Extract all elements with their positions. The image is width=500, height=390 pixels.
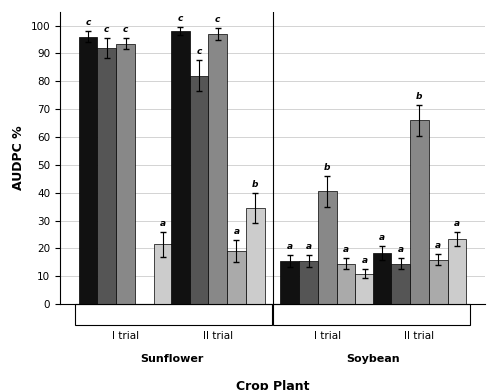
Bar xyxy=(392,264,410,304)
Text: b: b xyxy=(416,92,422,101)
Bar xyxy=(318,191,336,304)
Text: Crop Plant: Crop Plant xyxy=(236,380,309,390)
Bar xyxy=(171,31,190,304)
Bar xyxy=(246,208,264,304)
Bar xyxy=(429,260,448,304)
Bar xyxy=(299,261,318,304)
Text: a: a xyxy=(398,245,404,254)
Text: I trial: I trial xyxy=(314,331,341,340)
Text: I trial: I trial xyxy=(112,331,139,340)
Bar xyxy=(190,76,208,304)
Bar xyxy=(75,304,272,324)
Bar xyxy=(208,34,227,304)
Text: a: a xyxy=(234,227,239,236)
Bar xyxy=(98,48,116,304)
Bar xyxy=(410,121,429,304)
Bar xyxy=(227,251,246,304)
Text: a: a xyxy=(454,218,460,228)
Text: a: a xyxy=(435,241,441,250)
Bar xyxy=(272,304,470,324)
Text: b: b xyxy=(324,163,330,172)
Text: a: a xyxy=(306,242,312,251)
Bar xyxy=(116,44,135,304)
Bar xyxy=(154,244,172,304)
Text: a: a xyxy=(362,256,368,265)
Text: c: c xyxy=(104,25,110,34)
Bar xyxy=(448,239,466,304)
Text: c: c xyxy=(215,15,220,24)
Text: c: c xyxy=(86,18,91,27)
Text: Sunflower: Sunflower xyxy=(140,354,203,364)
Text: c: c xyxy=(178,14,183,23)
Text: a: a xyxy=(160,218,166,228)
Text: II trial: II trial xyxy=(202,331,233,340)
Text: b: b xyxy=(252,179,258,189)
Text: Soybean: Soybean xyxy=(346,354,400,364)
Y-axis label: AUDPC %: AUDPC % xyxy=(12,126,25,190)
Text: a: a xyxy=(343,245,349,254)
Text: c: c xyxy=(196,47,202,56)
Bar xyxy=(280,261,299,304)
Text: II trial: II trial xyxy=(404,331,434,340)
Bar xyxy=(336,264,355,304)
Text: a: a xyxy=(379,232,385,241)
Bar xyxy=(372,253,392,304)
Text: a: a xyxy=(286,242,293,251)
Bar xyxy=(356,273,374,304)
Text: c: c xyxy=(123,25,128,34)
Bar xyxy=(78,37,98,304)
